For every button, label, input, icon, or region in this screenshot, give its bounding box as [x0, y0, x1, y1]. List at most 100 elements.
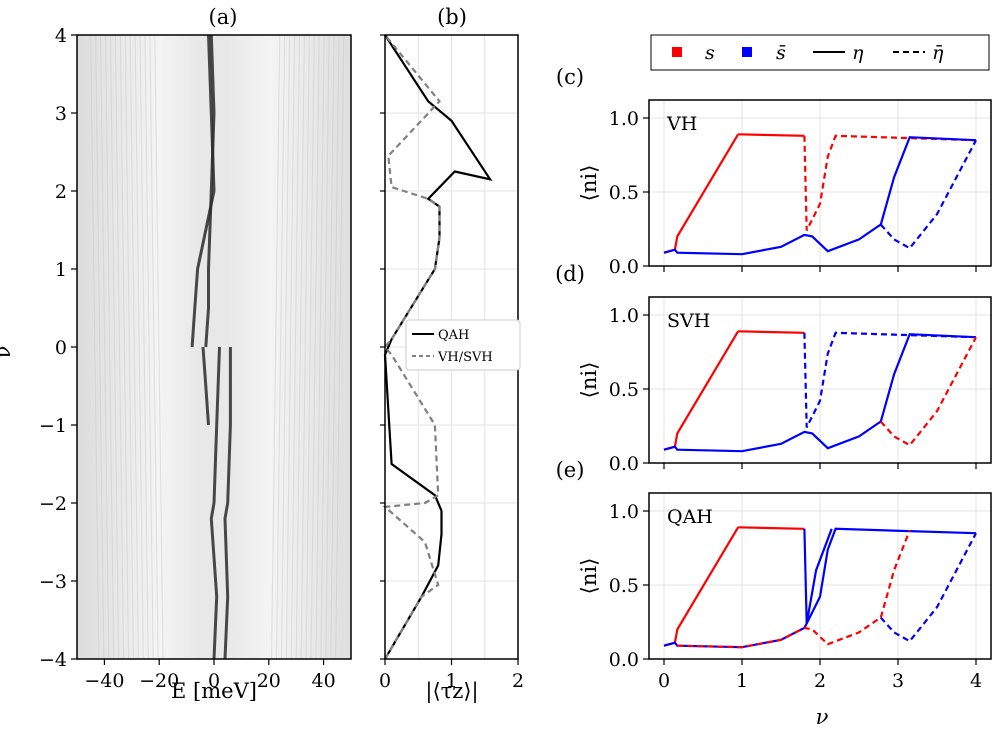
heatmap-striation: [114, 34, 125, 660]
heatmap-striation: [149, 34, 159, 660]
b-xtick-label: 1: [445, 670, 457, 692]
legend-sbar-marker: [742, 47, 752, 57]
ylabel: ⟨ni⟩: [577, 558, 601, 595]
heatmap-striation: [271, 34, 281, 660]
panel-d: 0.0 0.5 1.0 (d) SVH ⟨ni⟩: [555, 262, 992, 475]
a-ytick-label: −4: [39, 649, 67, 671]
legend-vh-label: VH/SVH: [437, 350, 493, 365]
curve-2: [677, 529, 911, 649]
right-xlabel: ν: [816, 705, 829, 729]
right-panels: 0.00.51.0(c)VH⟨ni⟩0.00.51.0(d)SVH⟨ni⟩0.0…: [555, 65, 992, 692]
heatmap-striation: [134, 34, 144, 660]
right-xtick-label: 4: [970, 670, 982, 692]
curve-2: [879, 336, 977, 447]
panel-label: (c): [556, 65, 584, 89]
heatmap-striation: [295, 34, 305, 660]
heatmap-band: [209, 346, 221, 660]
right-xtick-label: 2: [814, 670, 826, 692]
curve-1: [663, 333, 977, 453]
ylabel: ⟨ni⟩: [577, 165, 601, 202]
heatmap-striation: [124, 34, 134, 660]
panel-b-xlabel: |⟨τz⟩|: [425, 679, 478, 704]
heatmap-striation: [90, 34, 100, 660]
heatmap-striation: [275, 34, 286, 660]
curve-s-top: [738, 330, 805, 334]
panel-b-label: (b): [437, 5, 467, 29]
panel-b-legend: QAH VH/SVH: [405, 319, 521, 371]
a-ytick-label: 0: [55, 337, 67, 359]
right-xtick-label: 3: [892, 670, 904, 692]
panel-c: 0.0 0.5 1.0 (c) VH ⟨ni⟩: [556, 65, 992, 278]
a-ytick-label: −1: [39, 415, 67, 437]
heatmap-band: [223, 347, 232, 660]
vh-svh-curve: [382, 34, 441, 660]
heatmap-striation: [95, 34, 105, 660]
curve-s-top: [738, 526, 805, 530]
legend-qah-label: QAH: [438, 328, 469, 343]
heatmap-band: [201, 346, 210, 426]
curve-s-branch: [803, 527, 977, 624]
b-xtick-label: 2: [512, 670, 524, 692]
top-legend: s s̄ η η̄: [650, 34, 990, 71]
curve-3: [879, 532, 977, 643]
heatmap-striation: [290, 34, 300, 660]
heatmap-striation: [129, 34, 139, 660]
curve-2: [879, 139, 977, 250]
panel-name: QAH: [667, 506, 713, 528]
panel-b-yticks: [380, 34, 385, 660]
heatmap-striation: [335, 34, 345, 660]
panel-e: 0.0 0.5 1.0 (e) QAH ⟨ni⟩: [556, 458, 992, 671]
legend-sbar-label: s̄: [776, 42, 786, 64]
a-xtick-label: −20: [139, 670, 179, 692]
curve-s-top: [738, 133, 805, 137]
heatmap-striation: [119, 34, 130, 660]
panel-a-xlabel: E [meV]: [171, 679, 257, 703]
panel-a-label: (a): [209, 5, 238, 29]
panel-a-ylabel: ν: [0, 346, 15, 359]
right-xtick-label: 0: [658, 670, 670, 692]
a-ytick-label: 3: [55, 103, 67, 125]
heatmap-striation: [330, 34, 340, 660]
curve-s-solid: [663, 133, 740, 254]
panel-name: VH: [666, 113, 697, 135]
panel-b-legend-box: [405, 319, 521, 371]
heatmap-striation: [320, 34, 330, 660]
heatmap-striation: [310, 34, 320, 660]
a-xtick-label: 0: [208, 670, 220, 692]
panel-a-xticks: −40 −20 0 20 40: [84, 659, 336, 692]
panel-a-yticks: 4 3 2 1 0 −1 −2 −3 −4: [39, 25, 77, 671]
a-xtick-label: −40: [84, 670, 124, 692]
ytick-label: 0.5: [609, 575, 639, 597]
a-ytick-label: −2: [39, 493, 67, 515]
ytick-label: 1.0: [609, 108, 639, 130]
a-ytick-label: 1: [55, 259, 67, 281]
a-ytick-label: −3: [39, 571, 67, 593]
panel-label: (e): [556, 458, 585, 482]
heatmap-striation: [300, 34, 310, 660]
heatmap-striation: [109, 34, 120, 660]
a-xtick-label: 20: [257, 670, 281, 692]
panel-b-xticks: 0 1 2: [379, 659, 524, 692]
heatmap-striation: [139, 34, 149, 660]
curve-s-solid: [663, 526, 740, 647]
ytick-label: 0.5: [609, 379, 639, 401]
curve-s-branch: [803, 331, 977, 428]
legend-s-label: s: [705, 42, 715, 64]
panel-label: (d): [555, 262, 585, 286]
heatmap-striation: [154, 34, 164, 660]
panel-a: (a) −40 −20 0 20 40 4 3 2 1 0 −1 −2 −3 −4 E [meV] ν: [0, 5, 352, 703]
ytick-label: 0.0: [609, 453, 639, 475]
ytick-label: 0.0: [609, 256, 639, 278]
heatmap-striation: [315, 34, 325, 660]
heatmap-striation: [305, 34, 315, 660]
heatmap-band: [190, 34, 216, 348]
b-xtick-label: 0: [379, 670, 391, 692]
legend-etabar-label: η̄: [932, 42, 944, 64]
panel-b: (b) 0 1 2 QAH VH/SVH |⟨τz⟩|: [379, 5, 524, 704]
curve-s-solid: [663, 330, 740, 451]
heatmap-striation: [104, 34, 115, 660]
ytick-label: 0.5: [609, 182, 639, 204]
right-xtick-label: 1: [736, 670, 748, 692]
a-ytick-label: 4: [55, 25, 67, 47]
